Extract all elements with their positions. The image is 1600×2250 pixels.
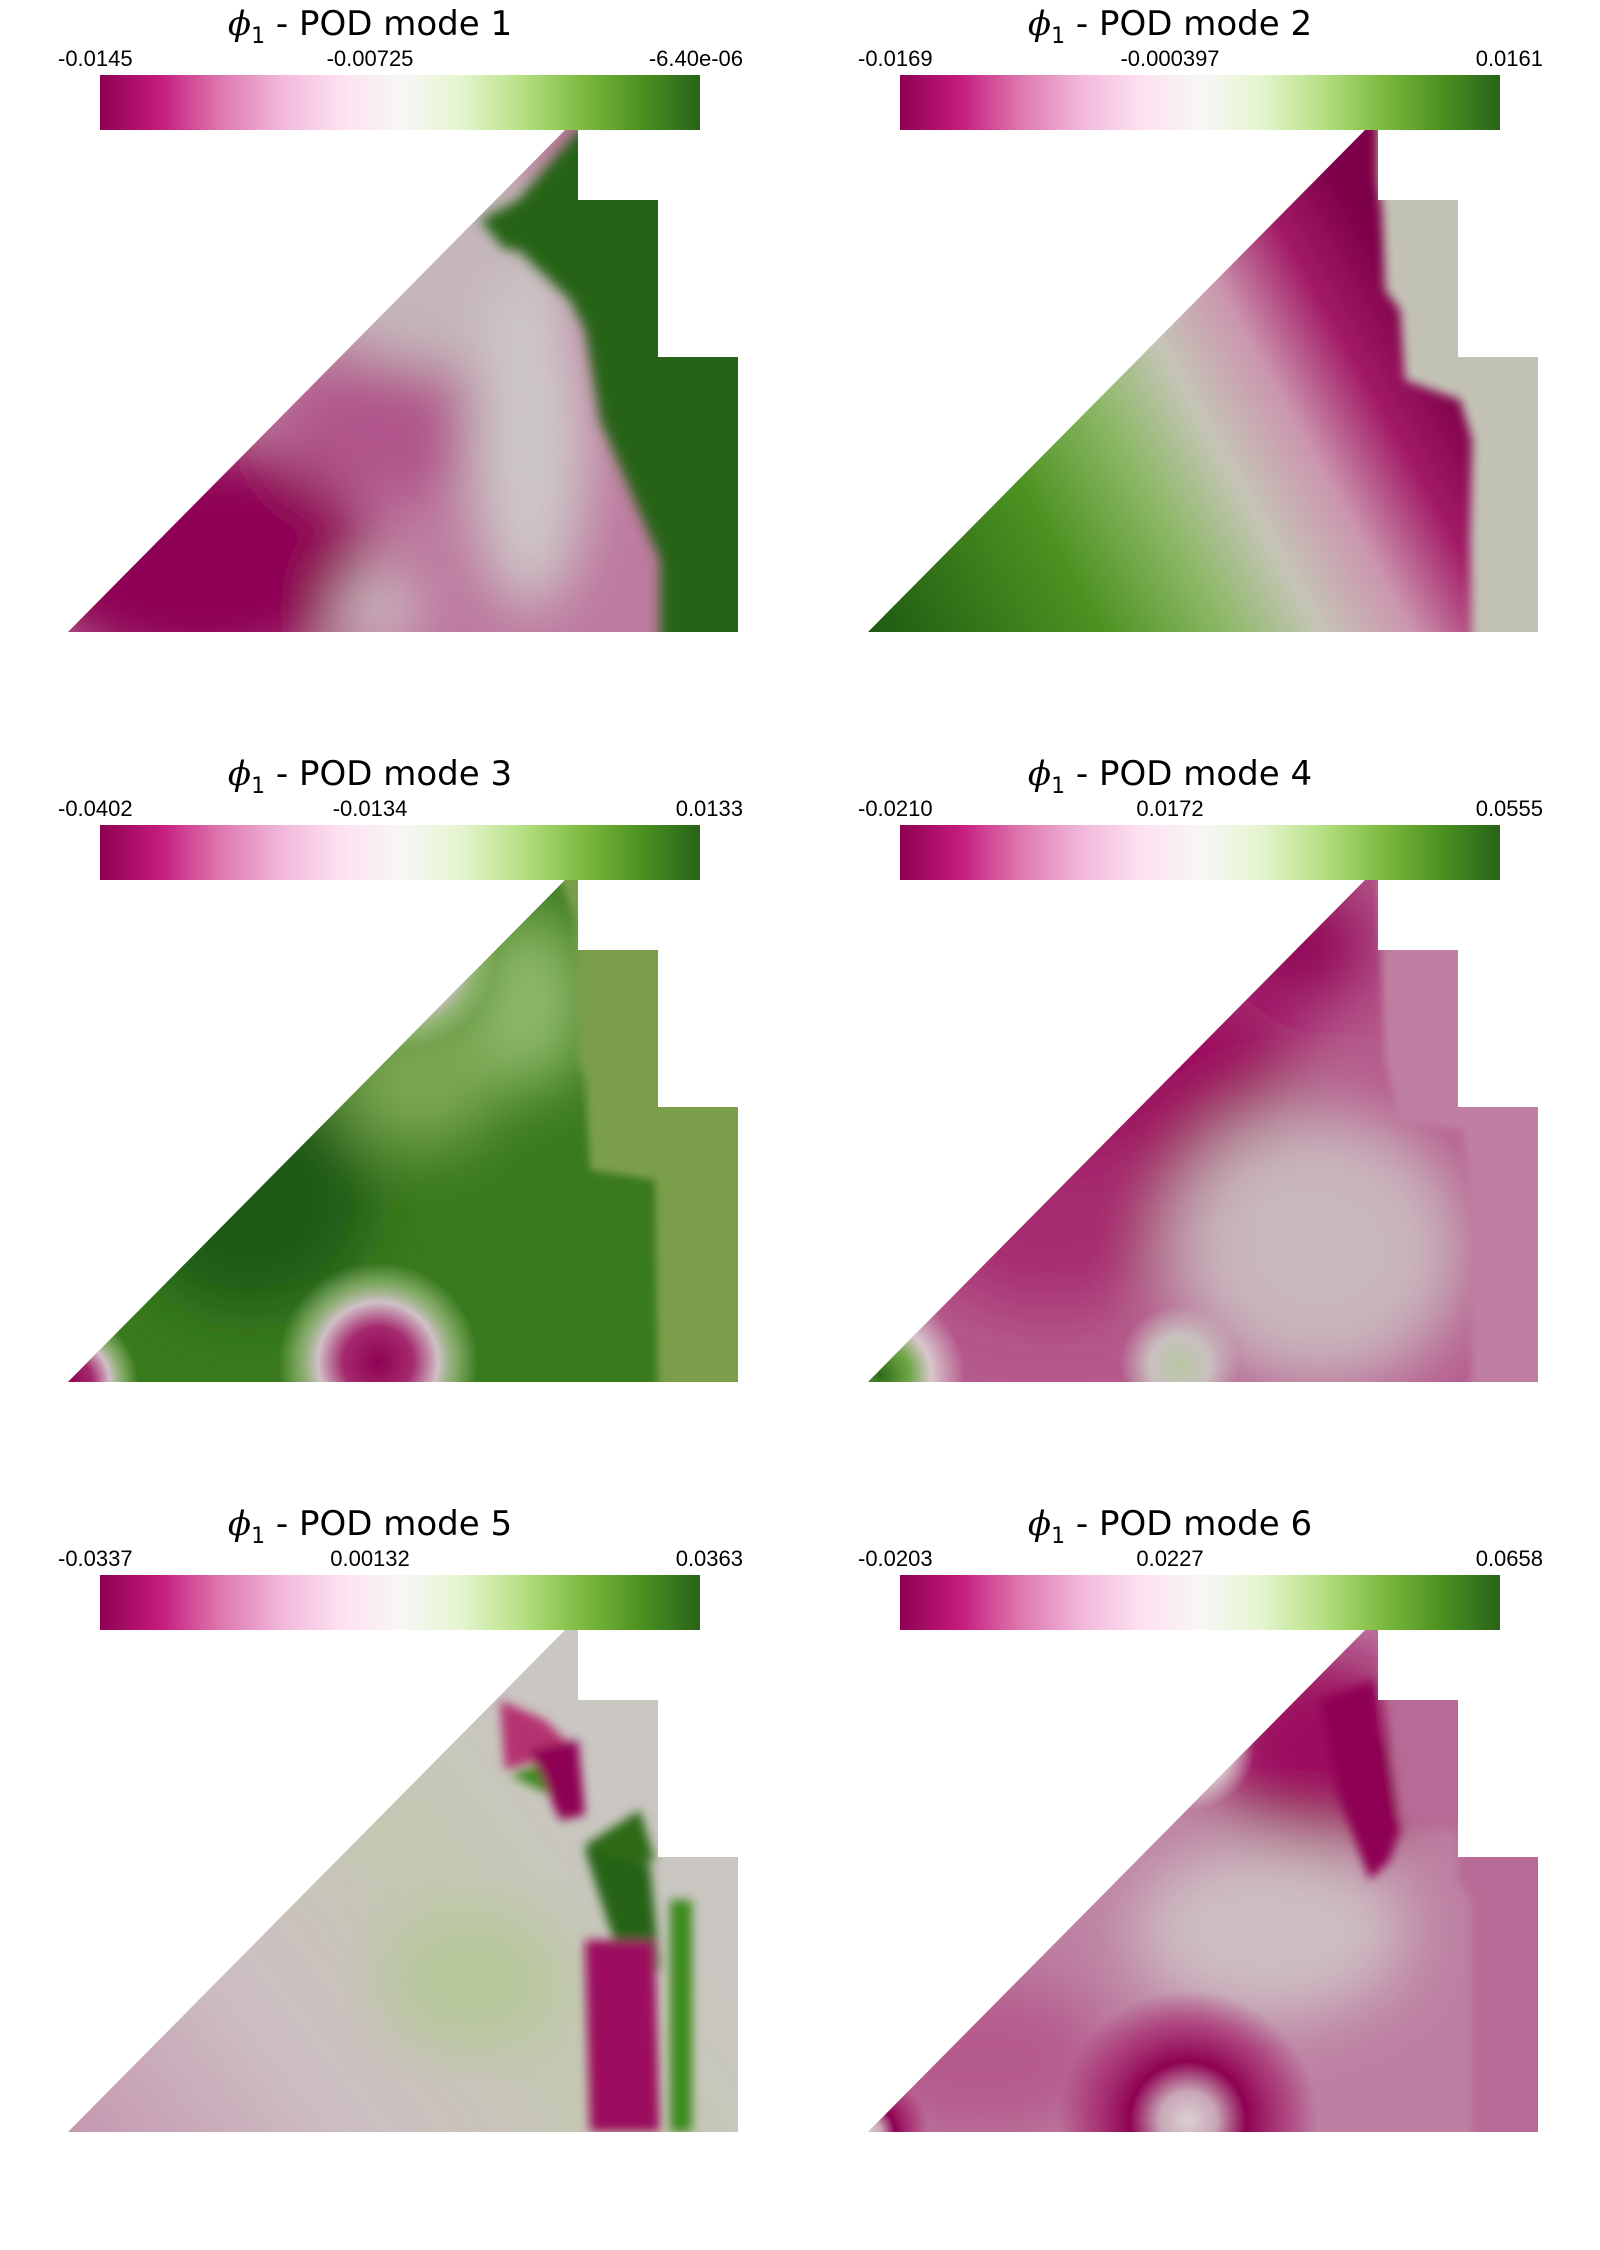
colorbar [100, 825, 700, 880]
panel-title: ϕ1 - POD mode 4 [1027, 754, 1313, 799]
pod-mode-6-panel: ϕ1 - POD mode 6 -0.0203 0.0227 0.0658 [800, 1500, 1600, 2250]
colorbar [900, 1575, 1500, 1630]
colorbar-max-label: -6.40e-06 [648, 46, 743, 71]
colorbar-max-label: 0.0161 [1475, 46, 1543, 71]
colorbar-max-label: 0.0658 [1475, 1546, 1543, 1571]
colorbar-max-label: 0.0555 [1475, 796, 1543, 821]
pod-mode-3-panel: ϕ1 - POD mode 3 -0.0402 -0.0134 0.0133 [0, 750, 800, 1500]
pod-mode-1-panel: ϕ1 - POD mode 1 -0.0145 -0.00725 -6.40e-… [0, 0, 800, 750]
colorbar-mid-label: -0.00725 [326, 46, 414, 71]
colorbar-min-label: -0.0145 [58, 46, 133, 71]
pod-mode-4-panel: ϕ1 - POD mode 4 -0.0210 0.0172 0.0555 [800, 750, 1600, 1500]
colorbar-min-label: -0.0169 [858, 46, 933, 71]
mode-field-plot [868, 880, 1538, 1382]
colorbar-mid-label: -0.0134 [332, 796, 408, 821]
colorbar-mid-label: -0.000397 [1120, 46, 1220, 71]
colorbar [900, 825, 1500, 880]
panel-title: ϕ1 - POD mode 3 [227, 754, 513, 799]
colorbar-min-label: -0.0203 [858, 1546, 933, 1571]
colorbar-min-label: -0.0402 [58, 796, 133, 821]
colorbar-max-label: 0.0133 [675, 796, 743, 821]
colorbar-min-label: -0.0337 [58, 1546, 133, 1571]
panel-title: ϕ1 - POD mode 2 [1027, 4, 1313, 49]
panel-title: ϕ1 - POD mode 6 [1027, 1504, 1313, 1549]
mode-field-plot [68, 880, 738, 1382]
colorbar-mid-label: 0.0227 [1136, 1546, 1204, 1571]
colorbar-mid-label: 0.0172 [1136, 796, 1204, 821]
pod-mode-2-panel: ϕ1 - POD mode 2 -0.0169 -0.000397 0.0161 [800, 0, 1600, 750]
colorbar-min-label: -0.0210 [858, 796, 933, 821]
mode-field-plot [68, 130, 738, 632]
panel-title: ϕ1 - POD mode 1 [227, 4, 513, 49]
panel-title: ϕ1 - POD mode 5 [227, 1504, 513, 1549]
mode-field-plot [868, 1630, 1538, 2132]
colorbar-max-label: 0.0363 [675, 1546, 743, 1571]
mode-field-plot [68, 1630, 738, 2132]
pod-mode-5-panel: ϕ1 - POD mode 5 -0.0337 0.00132 0.0363 [0, 1500, 800, 2250]
colorbar [100, 1575, 700, 1630]
colorbar-mid-label: 0.00132 [330, 1546, 410, 1571]
colorbar [100, 75, 700, 130]
colorbar [900, 75, 1500, 130]
mode-field-plot [868, 130, 1538, 632]
